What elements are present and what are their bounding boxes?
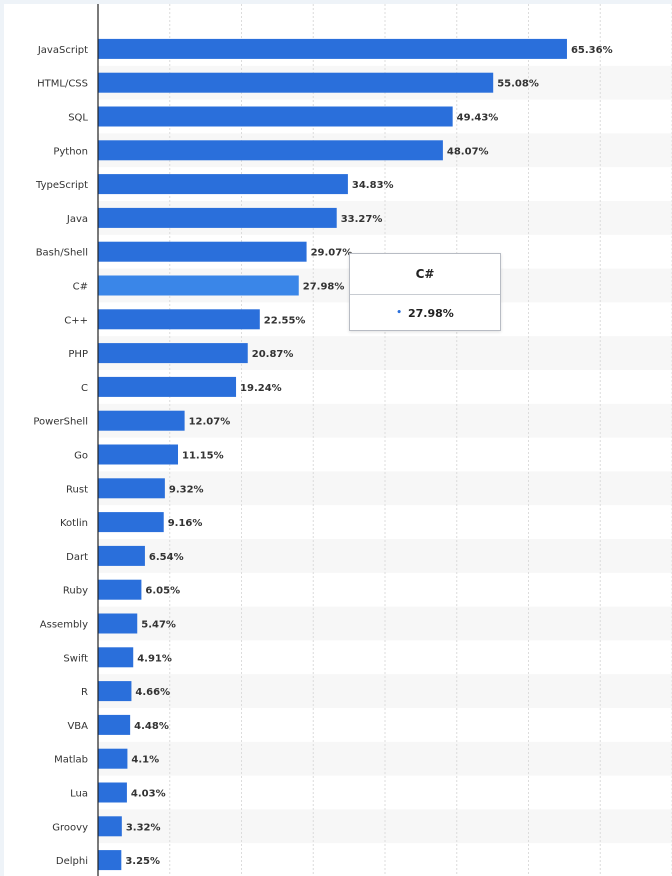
value-label: 4.48% xyxy=(134,721,169,732)
value-label: 5.47% xyxy=(141,620,176,631)
bar[interactable] xyxy=(98,613,138,634)
bar[interactable] xyxy=(98,579,142,600)
value-label: 48.07% xyxy=(447,146,489,157)
category-label: Dart xyxy=(66,552,88,563)
bar-chart: JavaScript 65.36% HTML/CSS 55.08% SQL 49.43% P… xyxy=(33,4,672,876)
bar[interactable] xyxy=(98,545,145,566)
labels: JavaScript 65.36% HTML/CSS 55.08% SQL 49.43% P… xyxy=(33,45,612,867)
value-label: 34.83% xyxy=(352,180,394,191)
chart-card: JavaScript 65.36% HTML/CSS 55.08% SQL 49.43% P… xyxy=(4,4,672,876)
category-label: Delphi xyxy=(56,856,88,867)
bar[interactable] xyxy=(98,681,132,702)
category-label: C# xyxy=(73,282,88,293)
bar[interactable] xyxy=(98,816,122,837)
bar[interactable] xyxy=(98,174,348,195)
category-label: Java xyxy=(66,214,88,225)
value-label: 29.07% xyxy=(311,248,353,259)
tooltip-value: 27.98% xyxy=(407,306,454,320)
tooltip-body: • 27.98% xyxy=(350,295,500,331)
bar[interactable] xyxy=(98,444,179,465)
category-label: Swift xyxy=(63,653,88,664)
bar[interactable] xyxy=(98,647,134,668)
category-label: C xyxy=(81,383,88,394)
category-label: Matlab xyxy=(54,755,88,766)
value-label: 55.08% xyxy=(497,79,539,90)
value-label: 11.15% xyxy=(182,451,224,462)
category-label: SQL xyxy=(68,113,88,124)
tooltip-title: C# xyxy=(350,254,500,295)
category-label: VBA xyxy=(67,721,88,732)
value-label: 4.03% xyxy=(131,789,166,800)
bars xyxy=(98,38,567,871)
value-label: 20.87% xyxy=(252,349,294,360)
category-label: C++ xyxy=(64,315,88,326)
bar[interactable] xyxy=(98,38,567,59)
bar[interactable] xyxy=(98,241,307,262)
value-label: 3.25% xyxy=(125,856,160,867)
value-label: 3.32% xyxy=(126,822,161,833)
bar[interactable] xyxy=(98,748,128,769)
bar[interactable] xyxy=(98,106,453,127)
bar[interactable] xyxy=(98,478,165,499)
value-label: 9.16% xyxy=(168,518,203,529)
category-label: Python xyxy=(53,146,88,157)
category-label: Lua xyxy=(70,789,88,800)
value-label: 12.07% xyxy=(189,417,231,428)
bar[interactable] xyxy=(98,343,248,364)
category-label: PowerShell xyxy=(33,417,88,428)
value-label: 49.43% xyxy=(457,113,499,124)
value-label: 9.32% xyxy=(169,484,204,495)
bar[interactable] xyxy=(98,376,237,397)
category-label: Kotlin xyxy=(60,518,88,529)
tooltip-marker: • xyxy=(396,308,402,318)
bar[interactable] xyxy=(98,850,122,871)
value-label: 4.1% xyxy=(131,755,159,766)
category-label: Bash/Shell xyxy=(36,248,88,259)
value-label: 33.27% xyxy=(341,214,383,225)
tooltip: C# • 27.98% xyxy=(349,253,501,331)
bar[interactable] xyxy=(98,275,299,296)
category-label: Ruby xyxy=(63,586,88,597)
row-band xyxy=(98,741,672,776)
category-label: HTML/CSS xyxy=(37,79,88,90)
value-label: 6.54% xyxy=(149,552,184,563)
bar[interactable] xyxy=(98,410,185,431)
category-label: Rust xyxy=(66,484,88,495)
category-label: R xyxy=(81,687,88,698)
value-label: 65.36% xyxy=(571,45,613,56)
row-band xyxy=(98,674,672,708)
value-label: 19.24% xyxy=(240,383,282,394)
value-label: 6.05% xyxy=(145,586,180,597)
bar[interactable] xyxy=(98,512,164,533)
row-band xyxy=(98,606,672,641)
category-label: Go xyxy=(74,451,88,462)
bar[interactable] xyxy=(98,714,131,735)
bar[interactable] xyxy=(98,782,127,803)
category-label: JavaScript xyxy=(37,45,88,56)
value-label: 4.91% xyxy=(137,653,172,664)
value-label: 22.55% xyxy=(264,315,306,326)
row-band xyxy=(98,809,672,844)
category-label: Assembly xyxy=(40,620,88,631)
category-label: Groovy xyxy=(52,822,88,833)
category-label: PHP xyxy=(68,349,88,360)
bar[interactable] xyxy=(98,207,337,228)
bar[interactable] xyxy=(98,72,494,93)
bar[interactable] xyxy=(98,140,443,161)
category-label: TypeScript xyxy=(35,180,88,191)
bar[interactable] xyxy=(98,309,260,330)
value-label: 4.66% xyxy=(135,687,170,698)
value-label: 27.98% xyxy=(303,282,345,293)
